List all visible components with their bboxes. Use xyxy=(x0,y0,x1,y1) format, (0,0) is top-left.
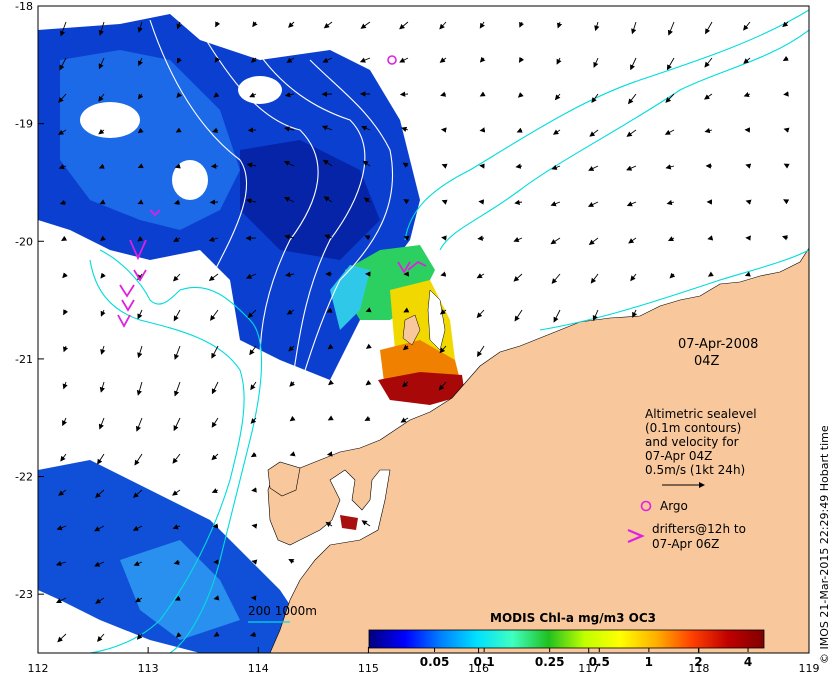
colorbar-tick-label: 0.25 xyxy=(535,655,565,669)
map-date: 07-Apr-2008 xyxy=(678,337,758,352)
x-tick-label: 115 xyxy=(358,662,379,675)
map-time: 04Z xyxy=(694,354,720,369)
altimetry-legend-line: 0.5m/s (1kt 24h) xyxy=(645,463,745,477)
altimetry-legend-line: and velocity for xyxy=(645,435,739,449)
cloud-patch xyxy=(172,160,208,200)
x-tick-label: 112 xyxy=(28,662,49,675)
y-tick-label: -20 xyxy=(15,235,33,248)
colorbar-tick-label: 0.1 xyxy=(474,655,495,669)
y-tick-label: -21 xyxy=(15,353,33,366)
cloud-patch xyxy=(80,102,140,138)
colorbar-tick-label: 2 xyxy=(694,655,702,669)
velocity-arrow xyxy=(252,490,256,491)
altimetry-legend-line: Altimetric sealevel xyxy=(645,407,757,421)
colorbar-tick-label: 0.5 xyxy=(589,655,610,669)
velocity-arrow xyxy=(442,237,446,238)
altimetry-legend-line: (0.1m contours) xyxy=(645,421,741,435)
cloud-patch xyxy=(238,76,282,104)
colorbar-gradient xyxy=(369,630,764,648)
colorbar-tick-label: 0.05 xyxy=(420,655,450,669)
isobath-legend-label: 200 1000m xyxy=(248,604,317,618)
drifter-legend-line2: 07-Apr 06Z xyxy=(652,537,719,551)
drifter-legend-line1: drifters@12h to xyxy=(652,522,746,536)
velocity-arrow xyxy=(328,454,332,455)
velocity-arrow xyxy=(213,526,218,527)
velocity-arrow xyxy=(480,130,484,131)
y-tick-label: -18 xyxy=(15,0,33,13)
x-tick-label: 119 xyxy=(799,662,820,675)
velocity-arrow xyxy=(252,525,256,526)
velocity-arrow xyxy=(784,94,788,95)
y-tick-label: -23 xyxy=(15,588,33,601)
y-tick-label: -22 xyxy=(15,471,33,484)
x-tick-label: 114 xyxy=(248,662,269,675)
colorbar-title: MODIS Chl-a mg/m3 OC3 xyxy=(490,611,656,625)
x-tick-label: 113 xyxy=(138,662,159,675)
velocity-arrow xyxy=(479,201,484,202)
credit-text: © IMOS 21-Mar-2015 22:29:49 Hobart time xyxy=(818,425,831,664)
altimetry-legend-line: 07-Apr 04Z xyxy=(645,449,712,463)
velocity-arrow xyxy=(442,129,446,130)
y-tick-label: -19 xyxy=(15,118,33,131)
velocity-arrow xyxy=(401,94,408,95)
argo-legend-label: Argo xyxy=(660,499,688,513)
colorbar-tick-label: 4 xyxy=(744,655,752,669)
colorbar-tick-label: 1 xyxy=(645,655,653,669)
